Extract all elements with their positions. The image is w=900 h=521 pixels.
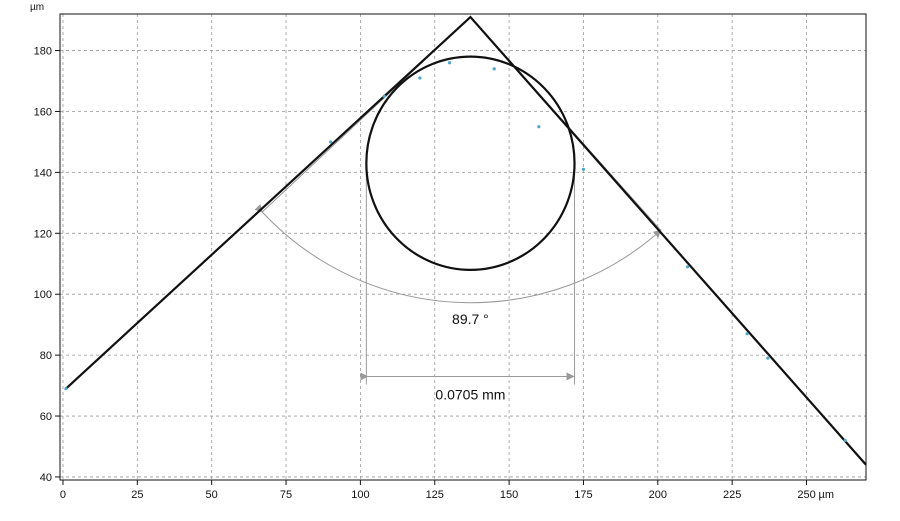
x-tick-label-7: 175 [574, 489, 592, 501]
profile-line [65, 15, 867, 466]
measured-point-6 [537, 125, 541, 129]
y-tick-label-7: 180 [34, 46, 52, 58]
measured-point-2 [382, 94, 386, 98]
dimension-label: 0.0705 mm [435, 386, 505, 402]
measured-point-5 [492, 67, 496, 71]
measured-point-4 [448, 61, 452, 65]
angle-arc [254, 204, 662, 304]
angle-label: 89.7 ° [452, 311, 489, 327]
y-unit-label: µm [30, 2, 44, 13]
measured-point-0 [64, 387, 68, 391]
y-tick-label-1: 60 [40, 411, 52, 423]
measured-point-11 [843, 438, 847, 443]
measured-point-9 [745, 332, 749, 336]
annotations: 89.7 ° 0.0705 mm [254, 16, 662, 402]
y-tick-label-6: 160 [34, 106, 52, 118]
y-tick-label-3: 100 [34, 289, 52, 301]
x-tick-label-1: 25 [131, 489, 143, 501]
plot-frame [59, 13, 867, 481]
x-tick-label-0: 0 [60, 489, 66, 501]
x-tick-label-4: 100 [351, 489, 369, 501]
measured-point-3 [418, 76, 422, 80]
y-tick-label-0: 40 [40, 472, 52, 484]
x-tick-label-9: 225 [723, 489, 741, 501]
measured-point-7 [581, 167, 586, 171]
y-tick-label-5: 140 [34, 167, 52, 179]
grid [60, 14, 866, 480]
x-tick-label-10: 250 [797, 489, 815, 501]
measured-point-1 [329, 140, 333, 144]
y-tick-label-2: 80 [40, 350, 52, 362]
fitted-circle [365, 55, 576, 271]
series [64, 15, 867, 466]
x-tick-label-8: 200 [649, 489, 667, 501]
axis-ticks [55, 50, 808, 485]
x-tick-label-2: 50 [206, 489, 218, 501]
x-tick-label-5: 125 [426, 489, 444, 501]
measured-point-8 [685, 265, 690, 269]
x-unit-label: µm [819, 489, 835, 501]
axis-tick-labels: 0 25 50 75 100 125 150 175 200 225 250 40 60 80 100 120… [34, 46, 816, 501]
x-tick-label-3: 75 [280, 489, 292, 501]
x-tick-label-6: 150 [500, 489, 518, 501]
y-tick-label-4: 120 [34, 228, 52, 240]
measured-point-10 [766, 356, 770, 360]
